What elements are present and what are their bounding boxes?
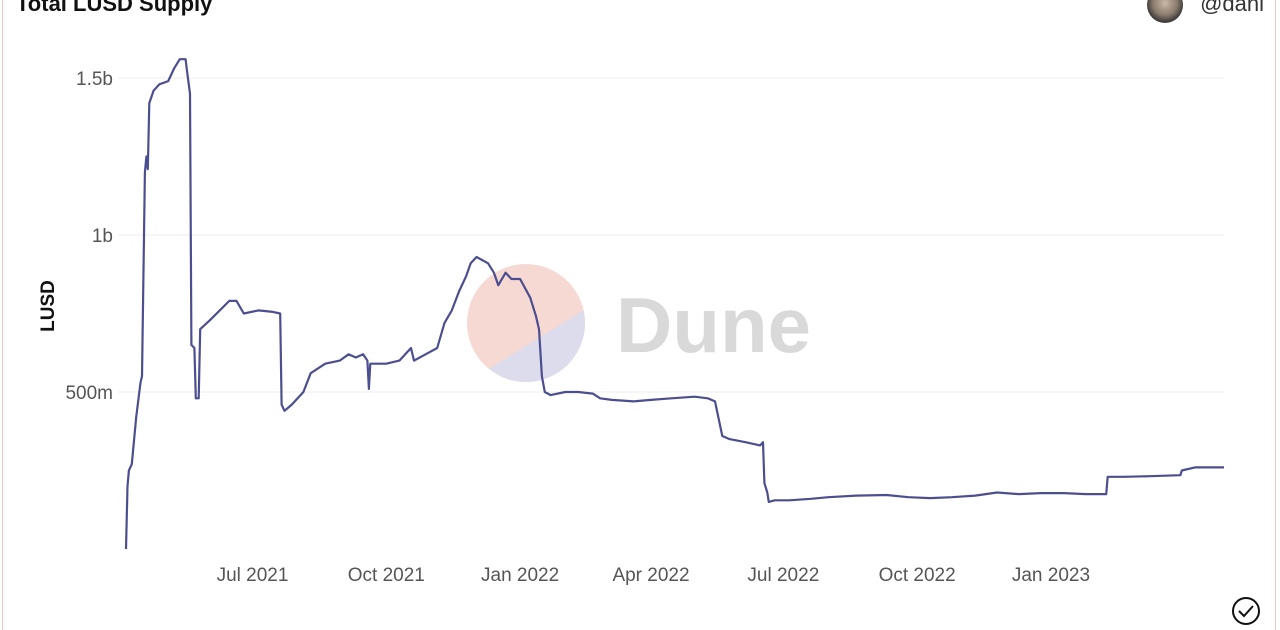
author-handle[interactable]: @dani (1200, 0, 1264, 16)
chart-title: Total LUSD Supply (16, 0, 213, 16)
x-tick-label: Oct 2021 (348, 565, 425, 586)
line-chart: Dune 500m 1b 1.5b Jul 2021 Oct 2021 Jan 2022… (38, 58, 1224, 586)
watermark-text: Dune (616, 281, 811, 369)
x-axis-ticks: Jul 2021 Oct 2021 Jan 2022 Apr 2022 Jul 2022… (217, 565, 1090, 586)
y-axis-label: LUSD (38, 280, 59, 332)
y-axis-ticks: 500m 1b 1.5b (65, 69, 113, 404)
y-tick-label: 1b (92, 226, 113, 247)
dune-logo-icon (467, 264, 585, 382)
check-circle-icon[interactable] (1231, 596, 1261, 626)
x-tick-label: Apr 2022 (612, 565, 689, 586)
y-tick-label: 500m (65, 383, 113, 404)
x-tick-label: Jul 2022 (747, 565, 819, 586)
y-tick-label: 1.5b (76, 69, 113, 90)
x-tick-label: Jan 2022 (481, 565, 559, 586)
x-tick-label: Jan 2023 (1012, 565, 1090, 586)
author-avatar[interactable] (1147, 0, 1183, 23)
series-line-lusd-supply[interactable] (124, 58, 1224, 550)
x-tick-label: Oct 2022 (879, 565, 956, 586)
x-tick-label: Jul 2021 (217, 565, 289, 586)
dune-watermark: Dune (467, 264, 811, 382)
